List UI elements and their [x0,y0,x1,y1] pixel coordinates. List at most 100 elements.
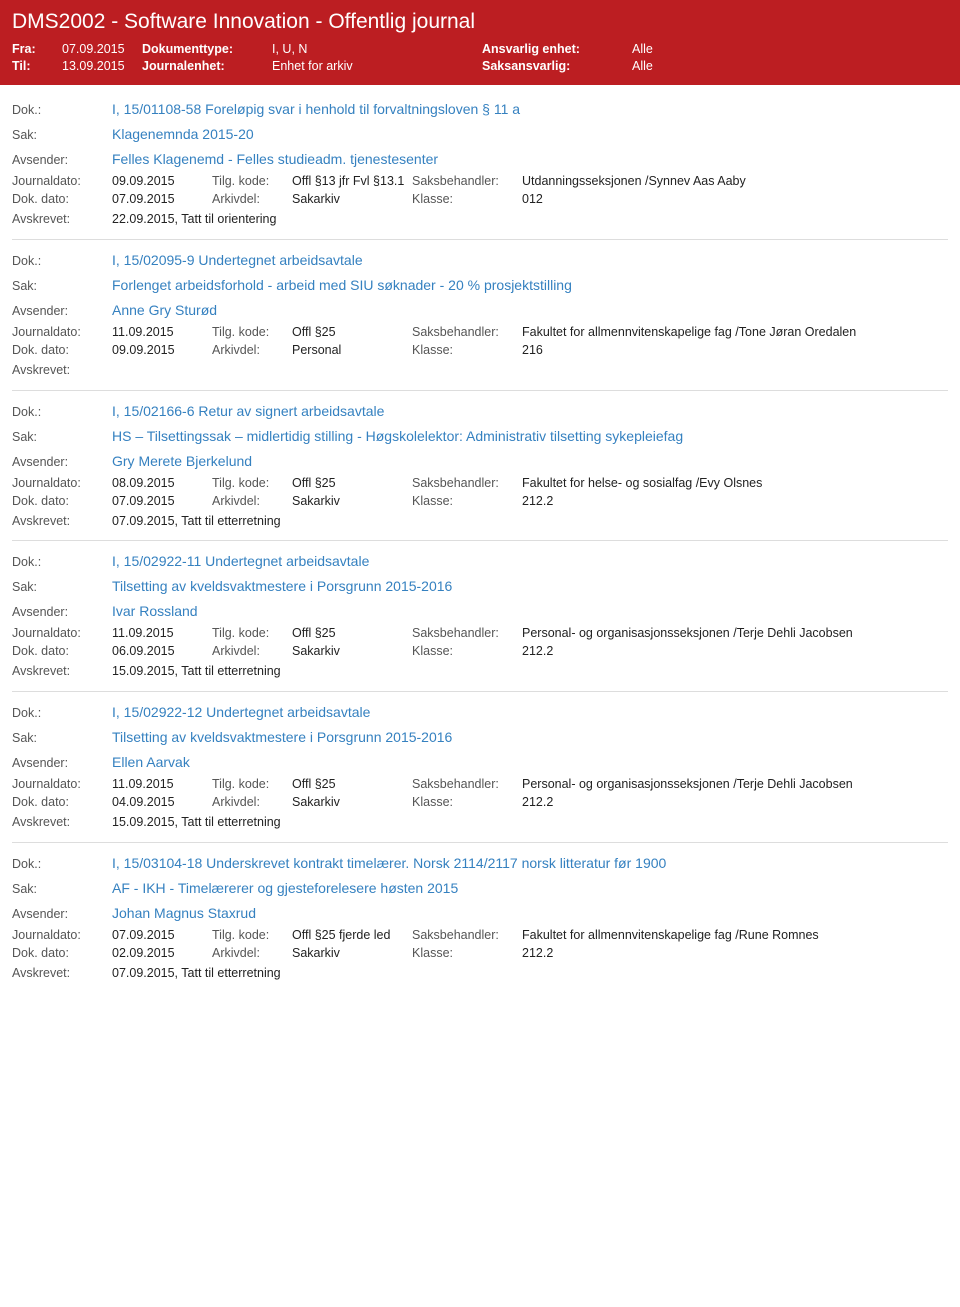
klasse-label: Klasse: [412,494,522,508]
dok-line: Dok.: I, 15/02922-12 Undertegnet arbeids… [12,702,948,723]
avsender-label: Avsender: [12,754,112,773]
dok-value: I, 15/02166-6 Retur av signert arbeidsav… [112,401,384,422]
saksansvarlig-value: Alle [632,59,752,73]
sak-label: Sak: [12,126,112,145]
avsender-line: Avsender: Ivar Rossland [12,601,948,622]
dokdato-label: Dok. dato: [12,946,112,960]
klasse-value: 212.2 [522,644,948,658]
tilgkode-label: Tilg. kode: [212,174,292,188]
avskrevet-label: Avskrevet: [12,512,112,531]
avsender-value: Johan Magnus Staxrud [112,903,256,924]
dok-label: Dok.: [12,553,112,572]
sak-value: Forlenget arbeidsforhold - arbeid med SI… [112,275,572,296]
avskrevet-line: Avskrevet: 15.09.2015, Tatt til etterret… [12,813,948,832]
avskrevet-label: Avskrevet: [12,964,112,983]
tilgkode-value: Offl §25 [292,476,412,490]
avskrevet-label: Avskrevet: [12,210,112,229]
journal-record: Dok.: I, 15/02922-12 Undertegnet arbeids… [12,691,948,842]
klasse-label: Klasse: [412,343,522,357]
dok-label: Dok.: [12,704,112,723]
arkivdel-value: Sakarkiv [292,192,412,206]
arkivdel-label: Arkivdel: [212,795,292,809]
dokdato-meta-row: Dok. dato: 06.09.2015 Arkivdel: Sakarkiv… [12,644,948,658]
klasse-value: 012 [522,192,948,206]
page-title: DMS2002 - Software Innovation - Offentli… [12,10,948,34]
journaldato-label: Journaldato: [12,928,112,942]
avskrevet-label: Avskrevet: [12,813,112,832]
avsender-value: Anne Gry Sturød [112,300,217,321]
avskrevet-label: Avskrevet: [12,662,112,681]
sak-line: Sak: Tilsetting av kveldsvaktmestere i P… [12,576,948,597]
klasse-value: 212.2 [522,494,948,508]
sak-label: Sak: [12,578,112,597]
journaldato-label: Journaldato: [12,777,112,791]
dok-label: Dok.: [12,252,112,271]
dokdato-label: Dok. dato: [12,795,112,809]
klasse-value: 212.2 [522,946,948,960]
klasse-label: Klasse: [412,946,522,960]
sak-value: Tilsetting av kveldsvaktmestere i Porsgr… [112,576,452,597]
saksbehandler-value: Personal- og organisasjonsseksjonen /Ter… [522,626,948,640]
dok-value: I, 15/02922-11 Undertegnet arbeidsavtale [112,551,369,572]
dok-value: I, 15/03104-18 Underskrevet kontrakt tim… [112,853,666,874]
sak-line: Sak: HS – Tilsettingssak – midlertidig s… [12,426,948,447]
til-label: Til: [12,59,62,73]
arkivdel-label: Arkivdel: [212,644,292,658]
tilgkode-label: Tilg. kode: [212,325,292,339]
klasse-value: 216 [522,343,948,357]
avsender-value: Ivar Rossland [112,601,198,622]
fra-label: Fra: [12,42,62,56]
avskrevet-line: Avskrevet: 22.09.2015, Tatt til orienter… [12,210,948,229]
ansvarlig-label: Ansvarlig enhet: [482,42,632,56]
saksbehandler-value: Fakultet for helse- og sosialfag /Evy Ol… [522,476,948,490]
arkivdel-value: Sakarkiv [292,494,412,508]
report-header: DMS2002 - Software Innovation - Offentli… [0,0,960,85]
dokdato-meta-row: Dok. dato: 09.09.2015 Arkivdel: Personal… [12,343,948,357]
journaldato-value: 11.09.2015 [112,325,212,339]
tilgkode-value: Offl §25 [292,626,412,640]
journal-meta-row: Journaldato: 08.09.2015 Tilg. kode: Offl… [12,476,948,490]
avskrevet-line: Avskrevet: 07.09.2015, Tatt til etterret… [12,964,948,983]
dokdato-label: Dok. dato: [12,192,112,206]
dokdato-value: 06.09.2015 [112,644,212,658]
records-container: Dok.: I, 15/01108-58 Foreløpig svar i he… [0,85,960,1013]
sak-line: Sak: AF - IKH - Timelærerer og gjestefor… [12,878,948,899]
saksbehandler-label: Saksbehandler: [412,928,522,942]
tilgkode-value: Offl §25 [292,325,412,339]
dok-label: Dok.: [12,403,112,422]
sak-label: Sak: [12,729,112,748]
klasse-label: Klasse: [412,192,522,206]
journal-record: Dok.: I, 15/02922-11 Undertegnet arbeids… [12,540,948,691]
avskrevet-line: Avskrevet: [12,361,948,380]
sak-value: Tilsetting av kveldsvaktmestere i Porsgr… [112,727,452,748]
dok-line: Dok.: I, 15/01108-58 Foreløpig svar i he… [12,99,948,120]
journal-meta-row: Journaldato: 07.09.2015 Tilg. kode: Offl… [12,928,948,942]
sak-line: Sak: Klagenemnda 2015-20 [12,124,948,145]
dokdato-meta-row: Dok. dato: 07.09.2015 Arkivdel: Sakarkiv… [12,192,948,206]
tilgkode-value: Offl §25 [292,777,412,791]
saksbehandler-label: Saksbehandler: [412,325,522,339]
journalenhet-value: Enhet for arkiv [272,59,482,73]
sak-value: Klagenemnda 2015-20 [112,124,254,145]
avsender-value: Felles Klagenemd - Felles studieadm. tje… [112,149,438,170]
journal-record: Dok.: I, 15/03104-18 Underskrevet kontra… [12,842,948,993]
doktype-label: Dokumenttype: [142,42,272,56]
sak-value: HS – Tilsettingssak – midlertidig stilli… [112,426,683,447]
journal-meta-row: Journaldato: 11.09.2015 Tilg. kode: Offl… [12,626,948,640]
klasse-label: Klasse: [412,795,522,809]
dokdato-value: 02.09.2015 [112,946,212,960]
dok-label: Dok.: [12,855,112,874]
sak-line: Sak: Forlenget arbeidsforhold - arbeid m… [12,275,948,296]
avskrevet-value: 07.09.2015, Tatt til etterretning [112,964,281,983]
journal-meta-row: Journaldato: 09.09.2015 Tilg. kode: Offl… [12,174,948,188]
avskrevet-value: 15.09.2015, Tatt til etterretning [112,813,281,832]
journalenhet-label: Journalenhet: [142,59,272,73]
doktype-value: I, U, N [272,42,482,56]
avsender-label: Avsender: [12,905,112,924]
dok-line: Dok.: I, 15/02166-6 Retur av signert arb… [12,401,948,422]
header-row-1: Fra: 07.09.2015 Dokumenttype: I, U, N An… [12,42,948,56]
journaldato-label: Journaldato: [12,174,112,188]
saksbehandler-label: Saksbehandler: [412,626,522,640]
avskrevet-line: Avskrevet: 15.09.2015, Tatt til etterret… [12,662,948,681]
dok-line: Dok.: I, 15/02095-9 Undertegnet arbeidsa… [12,250,948,271]
